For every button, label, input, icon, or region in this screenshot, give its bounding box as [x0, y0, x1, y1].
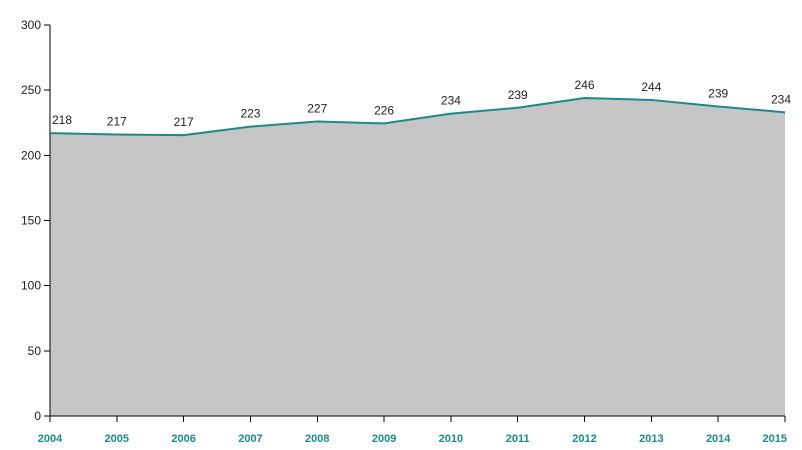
data-label: 234 [441, 94, 461, 108]
y-tick-label: 300 [21, 18, 41, 32]
x-tick-label: 2012 [572, 433, 596, 445]
y-tick-label: 200 [21, 148, 41, 162]
data-label: 244 [641, 80, 661, 94]
x-tick-label: 2015 [763, 433, 787, 445]
x-tick-label: 2006 [171, 433, 195, 445]
data-label: 226 [374, 103, 394, 117]
y-tick-label: 100 [21, 279, 41, 293]
series-area [50, 97, 785, 417]
data-label: 218 [52, 113, 72, 127]
x-tick-label: 2014 [706, 433, 731, 445]
line-layer [49, 96, 786, 137]
x-tick-label: 2010 [439, 433, 463, 445]
x-tick-label: 2005 [105, 433, 129, 445]
x-tick-label: 2013 [639, 433, 663, 445]
data-label: 223 [240, 107, 260, 121]
series-line [49, 96, 786, 137]
axis-layer: 0 50 100 150 200 250 300 2004 2005 2006 2007 2008 20… [21, 18, 787, 445]
y-tick-label: 50 [28, 344, 42, 358]
x-tick-label: 2009 [372, 433, 396, 445]
x-tick-label: 2008 [305, 433, 329, 445]
data-label: 239 [708, 86, 728, 100]
data-label: 234 [771, 92, 791, 106]
data-label: 239 [508, 88, 528, 102]
data-label: 227 [307, 101, 327, 115]
data-label: 217 [107, 114, 127, 128]
x-tick-label: 2007 [238, 433, 262, 445]
y-tick-label: 150 [21, 214, 41, 228]
area-layer [50, 97, 785, 417]
y-tick-label: 0 [34, 409, 41, 423]
data-label: 217 [174, 115, 194, 129]
data-label: 246 [575, 78, 595, 92]
x-tick-label: 2004 [38, 433, 63, 445]
label-layer: 218 217 217 223 227 226 234 239 246 244 239 234 [52, 78, 791, 129]
x-tick-label: 2011 [506, 433, 530, 445]
y-tick-label: 250 [21, 83, 41, 97]
